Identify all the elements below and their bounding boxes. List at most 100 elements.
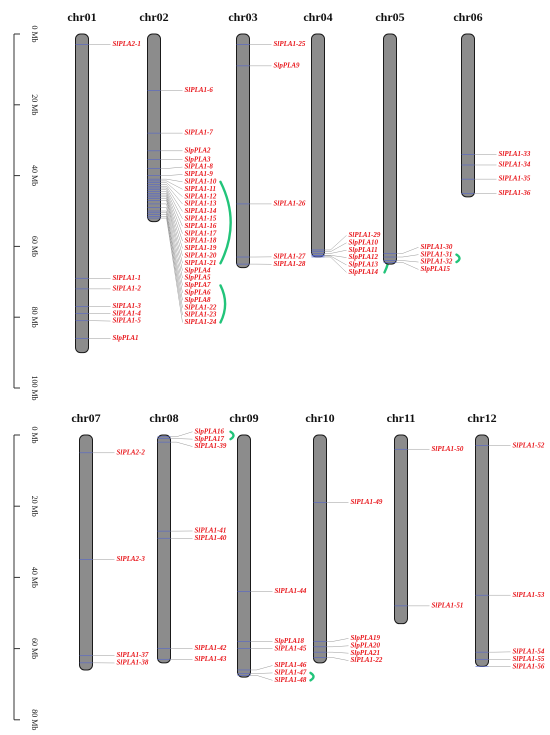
gene-label: SlPLA2-3 — [117, 555, 146, 563]
chromosome-body — [311, 33, 325, 258]
gene-label: SlPLA1-55 — [513, 655, 545, 663]
gene-leader-line — [396, 247, 419, 254]
gene-label: SlpPLA1 — [113, 334, 139, 342]
scale-tick-label: 80 Mb — [30, 709, 39, 730]
gene-label: SlpPLA18 — [275, 637, 305, 645]
scale-tick-label: 0 Mb — [30, 25, 39, 42]
gene-label: SlpPLA16 — [195, 427, 225, 435]
gene-label: SlPLA1-31 — [421, 250, 453, 258]
gene-label: SlPLA1-32 — [421, 258, 453, 266]
gene-label: SlPLA1-13 — [185, 200, 217, 208]
gene-leader-line — [396, 260, 419, 263]
gene-label: SlPLA1-7 — [185, 129, 214, 137]
gene-label: SlPLA1-25 — [274, 40, 306, 48]
gene-label: SlpPLA4 — [185, 266, 212, 274]
gene-label: SlPLA1-15 — [185, 214, 217, 222]
chromosome-title: chr08 — [149, 411, 178, 425]
chromosome-chr11: chr11 SlPLA1-50 SlPLA1-51 — [387, 411, 464, 625]
scale-tick-label: 100 Mb — [30, 375, 39, 400]
tandem-duplication-arc — [309, 671, 315, 682]
gene-leader-line — [250, 675, 273, 681]
gene-label: SlPLA1-56 — [513, 662, 545, 670]
chromosome-chr04: chr04SlPLA1-29SlpPLA10SlpPLA11SlpPLA12Sl… — [303, 10, 391, 276]
gene-label: SlpPLA13 — [349, 261, 379, 269]
chromosome-chr02: chr02SlPLA1-6SlPLA1-7SlpPLA2SlpPLA3SlPLA… — [139, 10, 232, 326]
gene-leader-line — [160, 182, 183, 197]
gene-label: SlPLA1-38 — [117, 659, 149, 667]
chromosome-title: chr02 — [139, 10, 168, 24]
gene-leader-line — [160, 216, 183, 316]
chromosome-title: chr11 — [387, 411, 416, 425]
gene-label: SlPLA1-30 — [421, 243, 453, 251]
gene-label: SlPLA1-5 — [113, 317, 142, 325]
gene-label: SlPLA1-40 — [195, 534, 227, 542]
gene-label: SlPLA1-42 — [195, 644, 227, 652]
gene-leader-line — [324, 255, 347, 258]
chromosome-chr12: chr12SlPLA1-52SlPLA1-53SlPLA1-54SlPLA1-5… — [467, 411, 545, 670]
gene-leader-line — [326, 638, 349, 642]
gene-label: SlPLA1-9 — [185, 170, 214, 178]
gene-label: SlPLA1-37 — [117, 651, 149, 659]
gene-label: SlPLA1-6 — [185, 86, 214, 94]
gene-label: SlPLA1-52 — [513, 441, 545, 449]
gene-label: SlPLA1-18 — [185, 237, 217, 245]
gene-leader-line — [250, 665, 273, 671]
gene-leader-line — [160, 196, 183, 256]
gene-leader-line — [160, 217, 183, 323]
gene-leader-line — [324, 249, 347, 254]
chromosome-title: chr01 — [67, 10, 96, 24]
gene-label: SlPLA1-46 — [275, 661, 307, 669]
chromosome-title: chr03 — [228, 10, 257, 24]
chromosome-body — [475, 434, 489, 667]
scale-tick-label: 0 Mb — [30, 426, 39, 443]
gene-label: SlPLA1-17 — [185, 229, 217, 237]
gene-label: SlPLA1-8 — [185, 163, 214, 171]
gene-label: SlpPLA5 — [185, 274, 212, 282]
gene-leader-line — [160, 191, 183, 234]
gene-label: SlPLA1-43 — [195, 655, 227, 663]
gene-label: SlPLA1-14 — [185, 207, 217, 215]
gene-label: SlPLA2-1 — [113, 40, 141, 48]
gene-label: SlpPLA12 — [349, 253, 379, 261]
chromosome-title: chr04 — [303, 10, 332, 24]
gene-leader-line — [324, 242, 347, 252]
gene-label: SlPLA1-45 — [275, 644, 307, 652]
tandem-duplication-arc — [455, 253, 461, 264]
gene-label: SlPLA1-12 — [185, 192, 217, 200]
gene-label: SlpPLA15 — [421, 265, 451, 273]
gene-label: SlPLA1-3 — [113, 302, 142, 310]
chromosome-body — [461, 33, 475, 198]
chromosome-body — [237, 434, 251, 678]
gene-leader-line — [160, 198, 183, 264]
gene-leader-line — [160, 200, 183, 271]
chromosome-body — [383, 33, 397, 265]
gene-label: SlPLA1-19 — [185, 244, 217, 252]
chromosome-chr08: chr08SlpPLA16SlpPLA17SlPLA1-39SlPLA1-41S… — [149, 411, 235, 664]
gene-leader-line — [160, 166, 183, 169]
gene-label: SlPLA1-1 — [113, 274, 141, 282]
gene-leader-line — [160, 212, 183, 301]
gene-label: SlpPLA17 — [195, 435, 225, 443]
gene-leader-line — [396, 262, 419, 270]
gene-leader-line — [160, 194, 183, 249]
gene-label: SlpPLA3 — [185, 155, 212, 163]
gene-leader-line — [170, 441, 193, 447]
gene-label: SlPLA1-2 — [113, 284, 142, 292]
chromosome-title: chr12 — [467, 411, 496, 425]
gene-label: SlPLA1-10 — [185, 177, 217, 185]
gene-leader-line — [326, 651, 349, 654]
gene-label: SlPLA1-16 — [185, 222, 217, 230]
gene-label: SlpPLA6 — [185, 288, 212, 296]
gene-label: SlpPLA10 — [349, 238, 379, 246]
gene-label: SlPLA1-26 — [274, 200, 306, 208]
gene-leader-line — [160, 214, 183, 308]
scale-tick-label: 60 Mb — [30, 638, 39, 659]
scale-tick-label: 20 Mb — [30, 94, 39, 115]
gene-label: SlPLA2-2 — [117, 448, 146, 456]
scale-axis: 0 Mb 20 Mb 40 Mb 60 Mb 80 Mb 100 Mb — [13, 25, 39, 401]
gene-label: SlPLA1-33 — [499, 150, 531, 158]
tandem-duplication-arc — [219, 180, 232, 265]
gene-label: SlPLA1-41 — [195, 527, 227, 535]
gene-label: SlPLA1-49 — [351, 498, 383, 506]
